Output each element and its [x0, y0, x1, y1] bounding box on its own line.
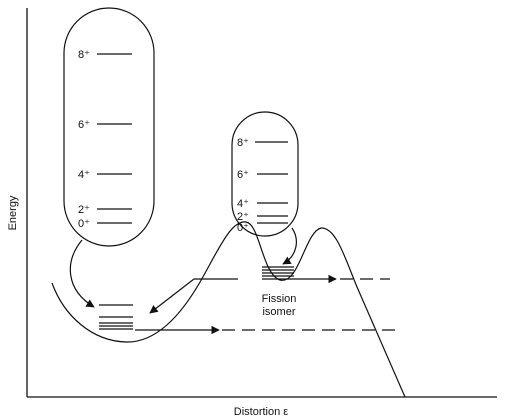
- ground-band-capsule: [63, 7, 155, 247]
- isomer-well-levels: [262, 266, 294, 280]
- ground-band-decay-arrow: [69, 239, 95, 308]
- ground-level-8-label: 8⁺: [78, 49, 90, 61]
- isomer-level-2-label: 2⁺: [237, 211, 249, 223]
- isomer-to-ground-arrow: [149, 278, 195, 314]
- isomer-band-levels: 8⁺ 6⁺ 4⁺ 2⁺ 0⁺: [237, 137, 288, 234]
- potential-energy-curve: [51, 221, 406, 398]
- isomer-band-decay-arrow: [282, 227, 297, 265]
- x-axis-label: Distortion ε: [234, 406, 289, 418]
- isomer-level-6-label: 6⁺: [237, 169, 249, 181]
- ground-well-levels: [99, 304, 133, 330]
- fission-isomer-label-line2: isomer: [262, 306, 295, 318]
- isomer-band-capsule: [231, 111, 299, 237]
- ground-band-levels: 8⁺ 6⁺ 4⁺ 2⁺ 0⁺: [78, 49, 132, 230]
- isomer-level-4-label: 4⁺: [237, 198, 249, 210]
- fission-isomer-label-line1: Fission: [262, 293, 297, 305]
- isomer-level-0-label: 0⁺: [237, 222, 249, 234]
- ground-level-4-label: 4⁺: [78, 169, 90, 181]
- y-axis-label: Energy: [7, 195, 19, 230]
- isomer-level-8-label: 8⁺: [237, 137, 249, 149]
- ground-level-2-label: 2⁺: [78, 204, 90, 216]
- ground-level-0-label: 0⁺: [78, 218, 90, 230]
- ground-level-6-label: 6⁺: [78, 119, 90, 131]
